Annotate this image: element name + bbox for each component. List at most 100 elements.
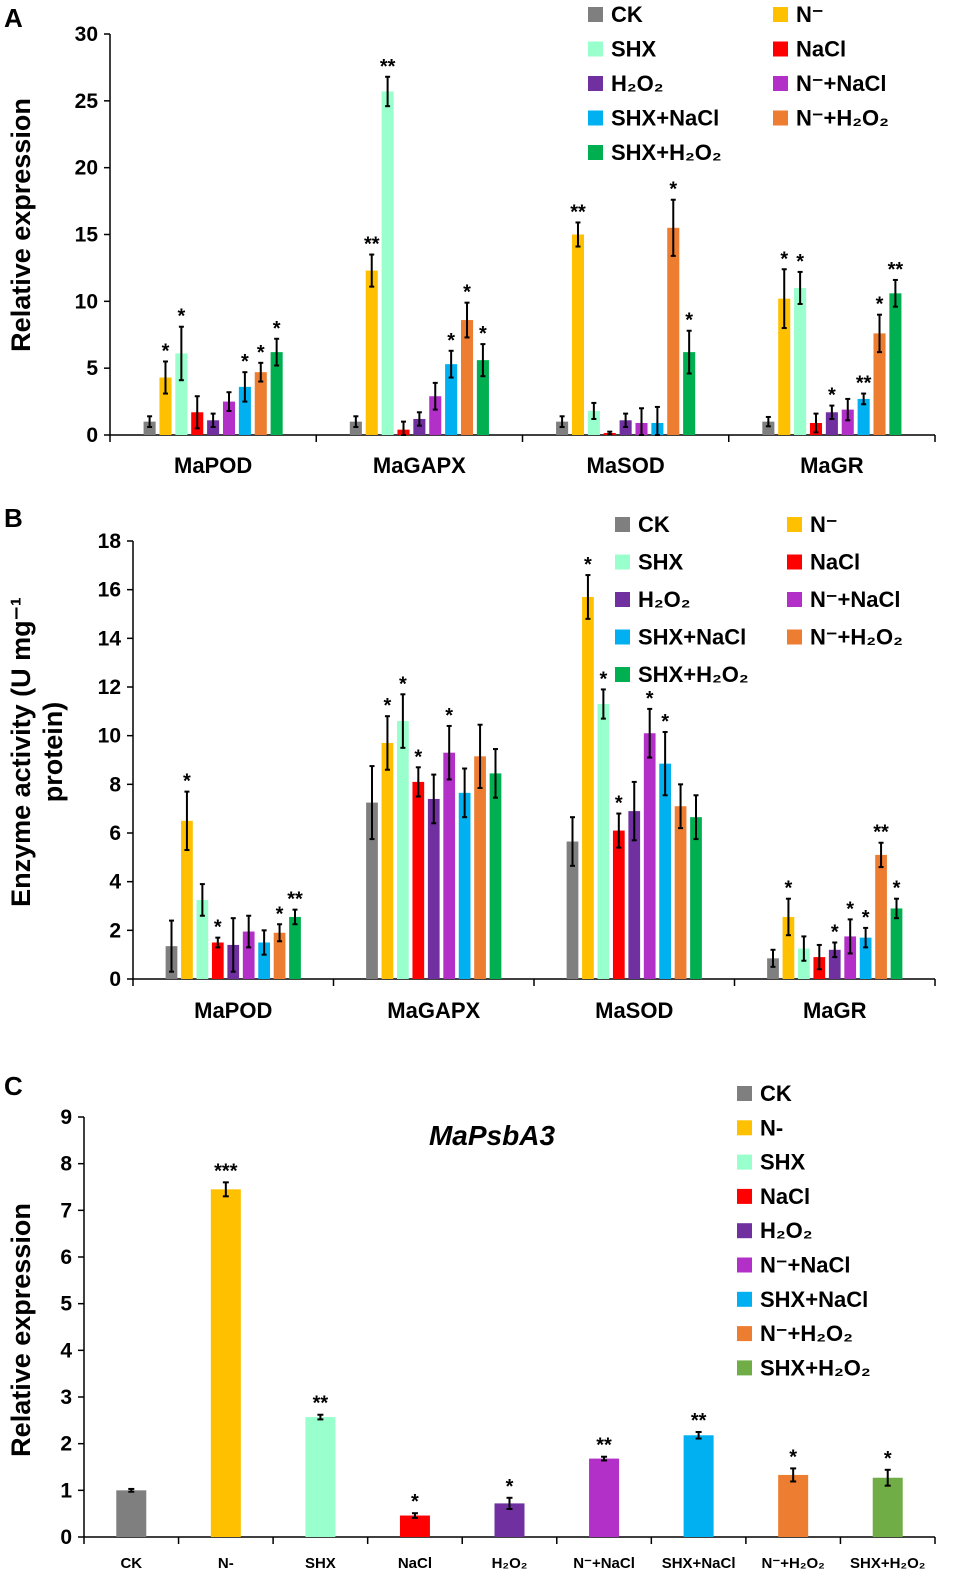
bar <box>222 401 236 435</box>
legend-label: CK <box>611 2 643 27</box>
bar <box>841 409 854 435</box>
significance-mark: * <box>876 294 884 316</box>
legend-swatch <box>787 517 802 532</box>
legend-label: N⁻+NaCl <box>796 71 886 96</box>
bar <box>489 773 502 979</box>
bar <box>857 398 870 435</box>
bar <box>476 360 489 435</box>
bar <box>566 841 579 979</box>
x-tick-label: N⁻+NaCl <box>573 1555 635 1572</box>
bar <box>254 372 267 435</box>
y-tick-label: 4 <box>60 1339 72 1362</box>
bar <box>597 704 610 979</box>
chart-panel-c: 0123456789CK***N-**SHX*NaCl*H₂O₂**N⁻+NaC… <box>6 1081 936 1572</box>
significance-mark: * <box>273 318 281 340</box>
y-tick-label: 5 <box>86 357 98 380</box>
x-tick-label: NaCl <box>398 1555 432 1572</box>
bar <box>366 802 378 979</box>
legend-label: N⁻+H₂O₂ <box>810 625 903 650</box>
legend-label: SHX+NaCl <box>611 106 719 131</box>
bar <box>143 421 156 435</box>
legend-swatch <box>615 629 630 645</box>
legend-label: N- <box>760 1115 783 1140</box>
x-tick-label: MaPOD <box>194 998 272 1023</box>
significance-mark: * <box>893 878 901 900</box>
significance-mark: * <box>646 688 654 710</box>
significance-mark: * <box>257 342 265 364</box>
bar <box>872 1477 903 1537</box>
bar <box>443 752 456 979</box>
chart-panel-b: 024681012141618MaPOD*****MaGAPX****MaSOD… <box>6 512 936 1023</box>
bar <box>859 937 872 979</box>
legend-swatch <box>737 1120 752 1136</box>
significance-mark: * <box>447 330 455 352</box>
legend-swatch <box>615 667 630 682</box>
significance-mark: ** <box>856 373 872 395</box>
y-tick-label: 18 <box>98 530 122 553</box>
x-tick-label: MaSOD <box>587 453 665 478</box>
legend-swatch <box>737 1086 752 1101</box>
bar <box>875 854 887 979</box>
y-tick-label: 14 <box>98 627 122 650</box>
x-tick-label: MaGR <box>803 998 867 1023</box>
significance-mark: * <box>183 771 191 793</box>
bar <box>683 352 696 435</box>
y-tick-label: 6 <box>109 822 121 845</box>
bar <box>587 410 600 435</box>
significance-mark: * <box>831 922 839 944</box>
bar <box>778 298 791 435</box>
legend-label: N⁻+H₂O₂ <box>796 106 889 131</box>
y-tick-label: 20 <box>75 157 98 180</box>
legend-swatch <box>787 554 802 570</box>
bar <box>794 287 807 435</box>
significance-mark: * <box>241 351 249 373</box>
bar <box>798 948 810 979</box>
significance-mark: ** <box>570 201 586 223</box>
significance-mark: * <box>796 251 804 273</box>
bar <box>181 820 193 979</box>
bar <box>427 798 440 979</box>
bar <box>778 1474 809 1537</box>
bar <box>159 377 172 435</box>
legend-swatch <box>737 1188 752 1204</box>
legend-swatch <box>773 110 788 126</box>
y-tick-label: 7 <box>60 1199 72 1222</box>
bar <box>399 1515 430 1537</box>
y-tick-label: 6 <box>60 1246 72 1269</box>
significance-mark: * <box>846 898 854 920</box>
legend-swatch <box>588 76 603 91</box>
y-tick-label: 12 <box>98 676 121 699</box>
significance-mark: ** <box>691 1410 707 1432</box>
bar <box>305 1417 336 1537</box>
panel-c-label: C <box>4 1071 23 1101</box>
bar <box>890 908 903 979</box>
bar <box>238 386 251 435</box>
significance-mark: * <box>214 917 222 939</box>
legend-swatch <box>588 41 603 57</box>
y-tick-label: 25 <box>75 90 99 113</box>
legend-label: N⁻ <box>796 2 824 27</box>
y-tick-label: 8 <box>109 773 121 796</box>
y-axis-label: Enzyme activity (U mg⁻¹ <box>6 597 36 907</box>
bar <box>683 1435 714 1537</box>
bar <box>258 942 270 979</box>
significance-mark: ** <box>873 822 889 844</box>
significance-mark: * <box>276 903 284 925</box>
bar <box>458 792 471 979</box>
y-axis-label: protein) <box>38 702 68 803</box>
bar <box>589 1458 620 1537</box>
significance-mark: ** <box>380 56 396 78</box>
bar <box>445 364 458 435</box>
y-tick-label: 0 <box>60 1526 72 1549</box>
bar <box>289 916 301 979</box>
x-tick-label: MaGR <box>800 453 864 478</box>
significance-mark: * <box>615 793 623 815</box>
significance-mark: * <box>599 668 607 690</box>
legend-label: N⁻ <box>810 512 838 537</box>
x-tick-label: SHX+NaCl <box>662 1555 736 1572</box>
y-tick-label: 9 <box>60 1106 72 1129</box>
bar <box>767 958 779 979</box>
y-tick-label: 0 <box>86 424 98 447</box>
bar <box>643 733 656 979</box>
